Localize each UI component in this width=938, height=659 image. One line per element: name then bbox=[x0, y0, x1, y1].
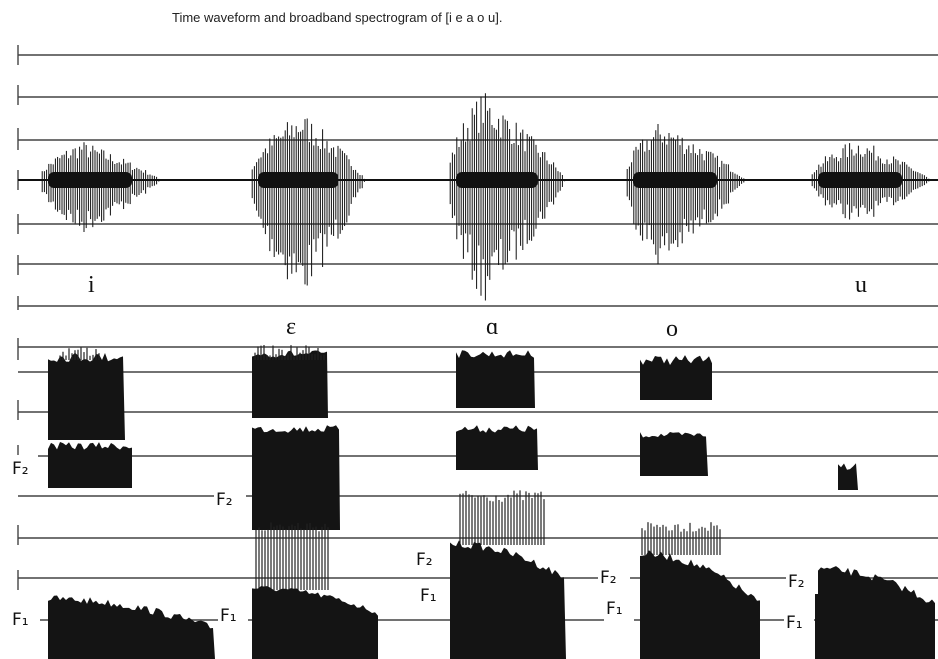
label-bg bbox=[786, 568, 818, 594]
vowel-label: o bbox=[666, 316, 678, 342]
spectrogram-energy bbox=[252, 350, 328, 418]
formant-label: F₁ bbox=[606, 599, 623, 619]
spectrogram-energy bbox=[456, 425, 538, 470]
waveform-core bbox=[258, 172, 339, 188]
vowel-label: i bbox=[88, 272, 95, 298]
label-bg bbox=[598, 564, 630, 590]
spectrogram-energy bbox=[838, 463, 858, 490]
spectrogram-energy bbox=[640, 550, 760, 659]
label-bg bbox=[10, 455, 38, 481]
waveform-core bbox=[48, 172, 132, 188]
spectrogram-energy bbox=[640, 432, 708, 476]
spectrogram-energy bbox=[48, 352, 125, 440]
formant-label: F₂ bbox=[12, 459, 29, 479]
label-bg bbox=[214, 486, 246, 512]
spectrogram-energy bbox=[640, 355, 712, 400]
label-bg bbox=[10, 606, 40, 632]
spectrogram-energy bbox=[450, 540, 566, 659]
label-bg bbox=[418, 582, 448, 608]
label-bg bbox=[604, 595, 634, 621]
formant-label: F₂ bbox=[788, 572, 805, 592]
spectrogram-energy bbox=[48, 442, 132, 488]
signal-marks bbox=[18, 93, 938, 659]
formant-label: F₁ bbox=[786, 613, 803, 633]
spectrogram-energy bbox=[815, 566, 935, 659]
formant-label: F₂ bbox=[416, 550, 433, 570]
spectrogram-energy bbox=[252, 586, 378, 659]
spectrogram-energy bbox=[456, 350, 535, 408]
waveform-core bbox=[633, 172, 717, 188]
vowel-label: u bbox=[855, 272, 867, 298]
formant-label: F₂ bbox=[600, 568, 617, 588]
vowel-label: ɑ bbox=[486, 314, 499, 340]
formant-label: F₁ bbox=[220, 606, 237, 626]
formant-label: F₁ bbox=[12, 610, 29, 630]
label-bg bbox=[414, 546, 446, 572]
waveform-core bbox=[456, 172, 538, 188]
waveform-core bbox=[818, 172, 902, 188]
spectrogram-energy bbox=[48, 595, 215, 659]
figure-title: Time waveform and broadband spectrogram … bbox=[172, 10, 502, 25]
spectrogram-energy bbox=[252, 425, 340, 530]
formant-label: F₁ bbox=[420, 586, 437, 606]
formant-labels: F₂ F₂ F₁ F₁ F₂ F₁ F₂ F₁ F₂ F₁ bbox=[10, 455, 818, 635]
formant-label: F₂ bbox=[216, 490, 233, 510]
vowel-label: ε bbox=[286, 314, 296, 340]
label-bg bbox=[218, 602, 248, 628]
label-bg bbox=[784, 609, 814, 635]
